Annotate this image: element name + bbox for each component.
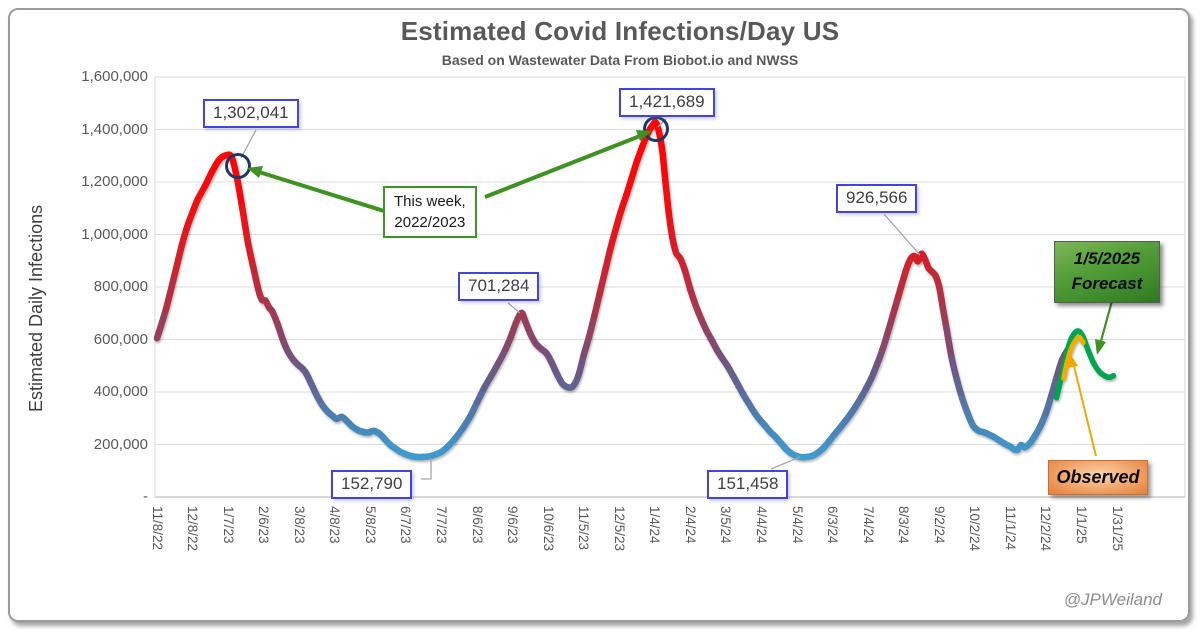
- x-tick-label: 7/4/24: [860, 506, 876, 544]
- data-curves: [153, 118, 1117, 461]
- leader-lines: [240, 118, 921, 480]
- annotation-forecast: 1/5/2025 Forecast: [1054, 241, 1160, 304]
- arrow-to-peak1: [258, 170, 385, 213]
- estimated-daily-infections-line-segment: [665, 211, 676, 242]
- peak2-marker-circle-icon: [643, 116, 669, 142]
- estimated-daily-infections-line-segment: [233, 174, 246, 212]
- leader-peak3: [883, 213, 921, 256]
- annotation-peak3: 926,566: [836, 184, 918, 213]
- observed-line-segment: [1077, 334, 1086, 346]
- x-tick-label: 10/6/23: [540, 506, 556, 552]
- leader-trough1: [421, 458, 432, 480]
- x-tick-label: 6/3/24: [825, 506, 841, 544]
- y-tick-label: 800,000: [93, 278, 148, 295]
- x-tick-label: 1/4/24: [647, 506, 663, 544]
- x-tick-label: 5/8/23: [362, 506, 378, 544]
- arrow-to-peak2-head-icon: [636, 130, 652, 141]
- leader-peak1: [240, 129, 257, 159]
- estimated-daily-infections-line-segment: [596, 268, 609, 297]
- forecast-line1: 1/5/2025: [1073, 249, 1141, 268]
- forecast-arrow-head-icon: [1095, 339, 1106, 355]
- x-tick-label: 12/2/24: [1038, 506, 1054, 552]
- estimated-daily-infections-line-segment: [239, 205, 251, 245]
- x-tick-label: 4/4/24: [753, 506, 769, 544]
- x-tick-label: 9/6/23: [505, 506, 521, 544]
- x-tick-label: 3/8/23: [291, 506, 307, 544]
- arrow-to-peak1-head-icon: [247, 166, 263, 178]
- arrow-to-peak2: [484, 134, 641, 199]
- observed-arrow-head-icon: [1066, 352, 1078, 368]
- leader-trough2: [770, 456, 801, 470]
- annotation-trough2: 151,458: [707, 470, 789, 499]
- x-tick-label: 10/2/24: [967, 506, 983, 552]
- x-tick-label: 7/7/23: [433, 506, 449, 544]
- x-tick-label: 4/8/23: [327, 506, 343, 544]
- forecast-arrow: [1095, 300, 1114, 355]
- observed-arrow: [1066, 352, 1097, 457]
- plot-border: [154, 76, 1186, 498]
- estimated-daily-infections-line-segment: [244, 237, 257, 270]
- x-tick-label: 2/4/24: [682, 506, 698, 544]
- estimated-daily-infections-line-segment: [171, 241, 186, 278]
- x-tick-label: 2/6/23: [256, 506, 272, 544]
- x-tick-label: 6/7/23: [398, 506, 414, 544]
- annotation-trough1: 152,790: [331, 470, 413, 499]
- estimated-daily-infections-line-segment: [658, 144, 669, 186]
- x-tick-label: 3/5/24: [718, 506, 734, 544]
- y-tick-label: 1,400,000: [81, 120, 148, 138]
- peak1-marker-circle-icon: [225, 153, 251, 179]
- x-tick-label: 8/3/24: [896, 506, 912, 544]
- annotation-peak1: 1,302,041: [203, 99, 299, 128]
- observed-line-segment: [1061, 359, 1070, 381]
- annotation-thisweek: This week, 2022/2023: [383, 186, 477, 238]
- x-tick-label: 1/7/23: [220, 506, 236, 544]
- estimated-daily-infections-line-segment: [662, 178, 673, 219]
- thisweek-arrows: [247, 130, 652, 213]
- chart-title: Estimated Covid Infections/Day US: [400, 16, 840, 46]
- estimated-daily-infections-line-segment: [653, 120, 666, 152]
- forecast-line2: Forecast: [1071, 273, 1143, 293]
- estimated-daily-infections-line-segment: [601, 245, 614, 275]
- estimated-daily-infections-line-segment: [943, 324, 955, 362]
- x-tick-label: 12/5/23: [611, 506, 627, 552]
- estimated-daily-infections-line-segment: [249, 262, 262, 293]
- observed-arrow-line: [1073, 365, 1097, 457]
- forecast-arrow-line: [1099, 300, 1114, 342]
- y-tick-label: 600,000: [93, 330, 148, 348]
- y-tick-label: 400,000: [93, 383, 148, 400]
- y-tick-label: 200,000: [93, 435, 148, 453]
- x-tick-label: 9/2/24: [931, 506, 947, 544]
- watermark: @JPWeiland: [1063, 590, 1162, 609]
- y-tick-label: 1,000,000: [81, 225, 148, 243]
- x-tick-label: 12/8/22: [185, 506, 201, 552]
- annotation-observed: Observed: [1048, 460, 1148, 495]
- x-tick-label: 11/8/22: [149, 506, 165, 551]
- x-tick-label: 11/5/23: [576, 506, 592, 551]
- estimated-daily-infections-line-segment: [162, 270, 179, 313]
- thisweek-line1: This week,: [394, 193, 466, 210]
- thisweek-line2: 2022/2023: [394, 214, 466, 231]
- estimated-daily-infections-line-segment: [948, 354, 961, 384]
- gridlines: [154, 76, 1186, 498]
- x-tick-label: 5/4/24: [789, 506, 805, 544]
- x-tick-label: 11/1/24: [1002, 506, 1018, 551]
- estimated-daily-infections-line-segment: [591, 290, 603, 320]
- annotation-peak2: 1,421,689: [619, 88, 715, 117]
- leader-peak4: [507, 302, 521, 314]
- y-tick-label: -: [143, 488, 148, 505]
- chart-subtitle: Based on Wastewater Data From Biobot.io …: [441, 52, 799, 68]
- y-tick-label: 1,200,000: [81, 173, 148, 190]
- x-tick-label: 8/6/23: [469, 506, 485, 544]
- estimated-daily-infections-line-segment: [153, 306, 170, 342]
- annotation-peak4: 701,284: [458, 272, 540, 301]
- x-tick-label: 1/1/25: [1073, 506, 1089, 544]
- y-tick-label: 1,600,000: [81, 68, 148, 85]
- forecast-line-segment: [1106, 372, 1117, 381]
- x-tick-label: 1/31/25: [1109, 506, 1125, 552]
